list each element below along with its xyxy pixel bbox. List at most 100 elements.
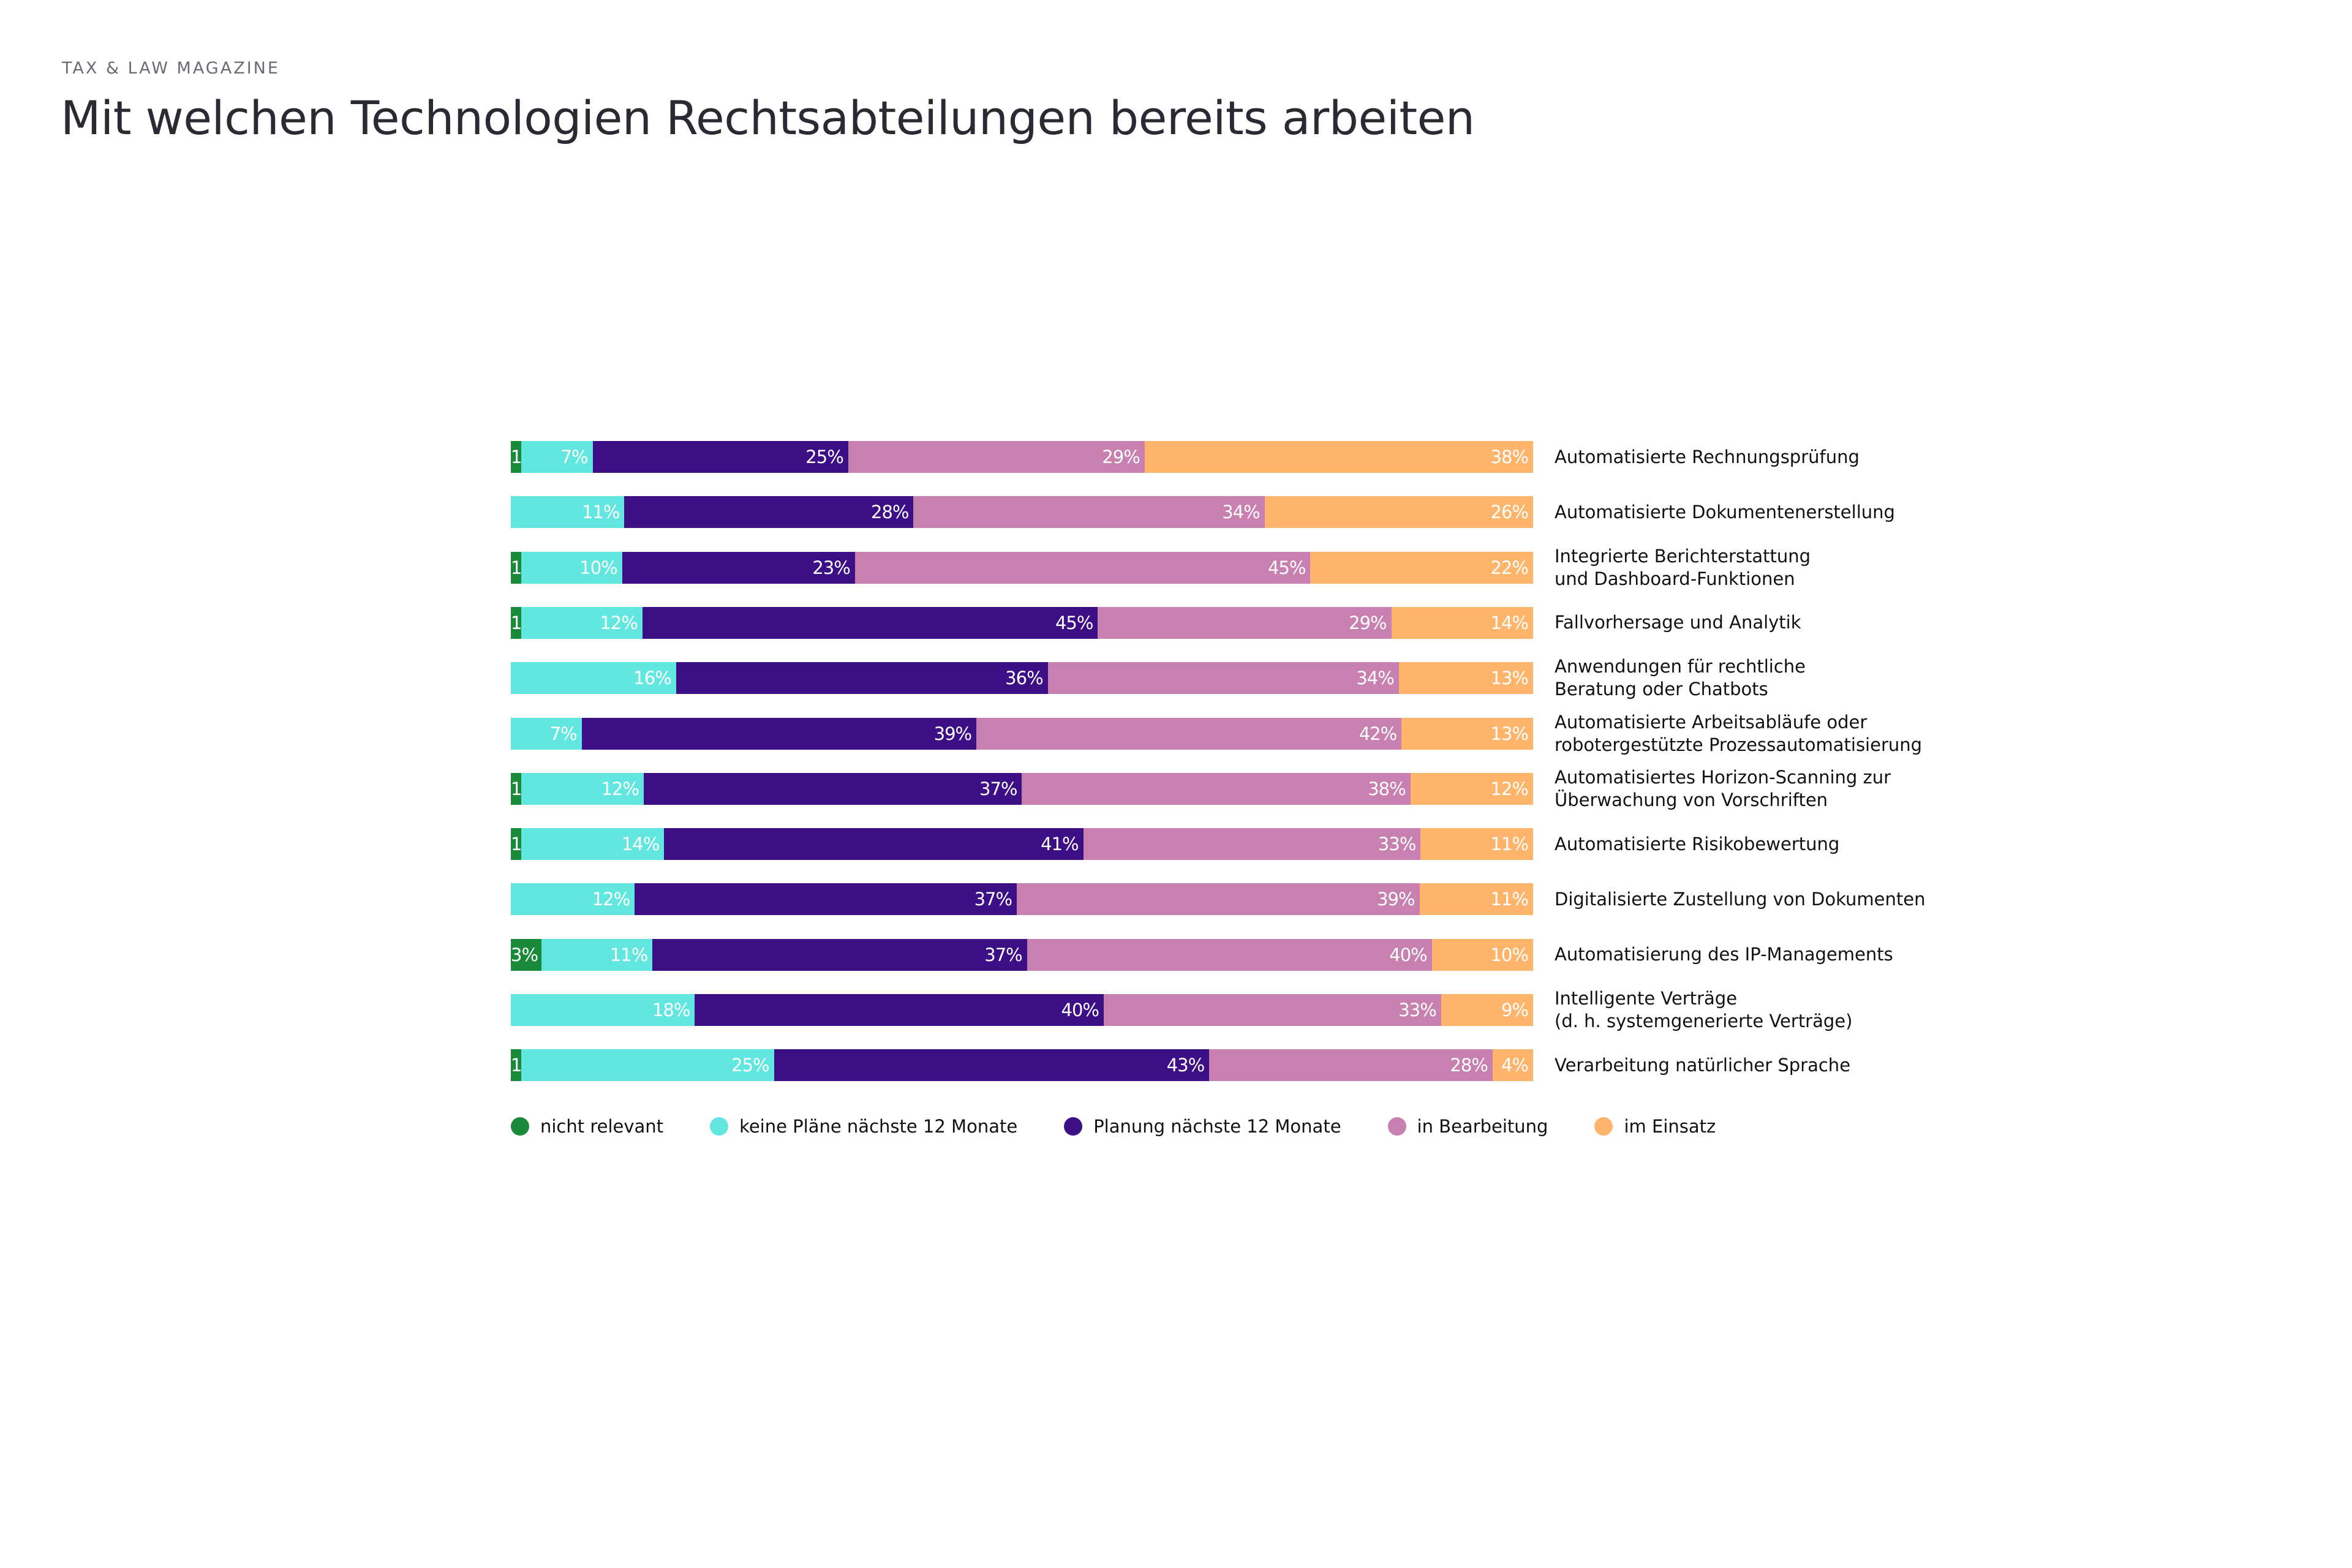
- bar-segment: 10%: [1431, 938, 1533, 971]
- bar-segment: 37%: [635, 883, 1017, 916]
- category-label: Automatisierte Arbeitsabläufe oder robot…: [1555, 711, 1923, 755]
- bar-segment: 28%: [624, 496, 914, 529]
- data-label: 34%: [1356, 668, 1394, 689]
- data-label: 29%: [1102, 447, 1140, 467]
- category-label: Automatisierte Risikobewertung: [1555, 833, 1840, 854]
- bar-segment: 42%: [976, 717, 1402, 750]
- bar-segment: 37%: [643, 772, 1022, 805]
- bar-segment: 33%: [1083, 828, 1421, 861]
- stacked-bar: 12% 37% 39% 11%: [511, 883, 1533, 916]
- legend-item: in Bearbeitung: [1387, 1116, 1548, 1137]
- data-label: 9%: [1501, 1000, 1529, 1020]
- data-label: 28%: [871, 502, 909, 523]
- bar-segment: 40%: [695, 994, 1104, 1026]
- data-label: 28%: [1450, 1055, 1488, 1076]
- data-label: 16%: [633, 668, 671, 689]
- bar-segment: 1%: [511, 828, 538, 861]
- legend-label: im Einsatz: [1624, 1116, 1716, 1137]
- bar-segment: 12%: [521, 606, 643, 639]
- data-label: 3%: [511, 944, 538, 965]
- legend-swatch: [710, 1117, 729, 1136]
- legend-label: Planung nächste 12 Monate: [1093, 1116, 1341, 1137]
- data-label: 45%: [1267, 557, 1306, 578]
- category-label: Automatisierung des IP-Managements: [1555, 944, 1893, 965]
- data-label: 37%: [979, 778, 1017, 799]
- bar-segment: 16%: [511, 662, 676, 695]
- data-label: 42%: [1359, 723, 1397, 744]
- category-label: Automatisierte Rechnungsprüfung: [1555, 446, 1860, 467]
- bar-segment: 13%: [1398, 662, 1533, 695]
- data-label: 25%: [805, 447, 843, 467]
- bar-segment: 37%: [652, 938, 1027, 971]
- category-label: Intelligente Verträge (d. h. systemgener…: [1555, 988, 1853, 1031]
- data-label: 40%: [1061, 1000, 1099, 1020]
- data-label: 38%: [1490, 447, 1529, 467]
- data-label: 12%: [601, 778, 639, 799]
- bar-segment: 39%: [581, 717, 977, 750]
- data-label: 34%: [1222, 502, 1260, 523]
- bar-segment: 38%: [1144, 441, 1533, 473]
- bar-segment: 11%: [1420, 828, 1533, 861]
- legend-item: keine Pläne nächste 12 Monate: [710, 1116, 1017, 1137]
- bar-segment: 34%: [913, 496, 1265, 529]
- bar-row: 16% 36% 34% 13% Anwendungen für rechtliche B…: [511, 656, 1920, 699]
- publication-kicker: TAX & LAW MAGAZINE: [62, 59, 280, 78]
- bar-row: 11% 28% 34% 26% Automatisierte Dokumenteners…: [511, 496, 1920, 529]
- bar-segment: 29%: [848, 441, 1145, 473]
- category-label: Automatisierte Dokumentenerstellung: [1555, 501, 1895, 522]
- data-label: 14%: [1490, 612, 1529, 633]
- data-label: 18%: [652, 1000, 690, 1020]
- legend-swatch: [1387, 1117, 1406, 1136]
- data-label: 43%: [1166, 1055, 1205, 1076]
- stacked-bar: 3% 11% 37% 40% 10%: [511, 938, 1533, 971]
- data-label: 22%: [1490, 557, 1528, 578]
- data-label: 33%: [1378, 834, 1416, 855]
- bar-segment: 11%: [541, 938, 653, 971]
- data-label: 11%: [1490, 889, 1529, 910]
- bar-segment: 25%: [521, 1049, 774, 1082]
- data-label: 4%: [1501, 1055, 1529, 1076]
- stacked-bar: 1% 14% 41% 33% 11%: [511, 828, 1533, 861]
- data-label: 10%: [579, 557, 617, 578]
- data-label: 13%: [1490, 668, 1529, 689]
- stacked-bar: 11% 28% 34% 26%: [511, 496, 1533, 529]
- bar-segment: 39%: [1017, 883, 1420, 916]
- bar-segment: 11%: [511, 496, 625, 529]
- data-label: 38%: [1368, 778, 1406, 799]
- data-label: 37%: [984, 944, 1022, 965]
- bar-segment: 4%: [1492, 1049, 1533, 1082]
- legend: nicht relevant keine Pläne nächste 12 Mon…: [511, 1116, 1762, 1137]
- stacked-bar: 1% 10% 23% 45% 22%: [511, 551, 1533, 584]
- bar-segment: 23%: [622, 551, 855, 584]
- bar-segment: 29%: [1098, 606, 1392, 639]
- chart-title: Mit welchen Technologien Rechtsabteilung…: [61, 91, 1475, 145]
- bar-row: 12% 37% 39% 11% Digitalisierte Zustellung vo…: [511, 883, 1925, 916]
- bar-segment: 45%: [854, 551, 1311, 584]
- data-label: 39%: [1377, 889, 1415, 910]
- stacked-bar: 18% 40% 33% 9%: [511, 994, 1533, 1026]
- data-label: 11%: [581, 502, 620, 523]
- bar-segment: 26%: [1264, 496, 1533, 529]
- data-label: 11%: [1490, 834, 1529, 855]
- bar-segment: 40%: [1027, 938, 1432, 971]
- bar-row: 1% 7% 25% 29% 38% Automatisierte Rechnungsprü…: [511, 441, 1920, 473]
- category-label: Anwendungen für rechtliche Beratung oder…: [1555, 656, 1806, 700]
- data-label: 11%: [609, 944, 648, 965]
- bar-segment: 12%: [521, 772, 644, 805]
- bar-segment: 14%: [521, 828, 665, 861]
- data-label: 12%: [592, 889, 630, 910]
- bar-segment: 1%: [511, 772, 538, 805]
- bar-row: 1% 12% 45% 29% 14% Fallvorhersage und Analyti…: [511, 606, 1920, 639]
- legend-swatch: [1064, 1117, 1083, 1136]
- data-label: 29%: [1349, 612, 1387, 633]
- stacked-bar: 1% 7% 25% 29% 38%: [511, 441, 1533, 473]
- data-label: 23%: [812, 557, 850, 578]
- stacked-bar: 1% 25% 43% 28% 4%: [511, 1049, 1533, 1082]
- stacked-bar: 7% 39% 42% 13%: [511, 717, 1533, 750]
- bar-segment: 10%: [521, 551, 622, 584]
- bar-segment: 25%: [592, 441, 848, 473]
- legend-item: im Einsatz: [1594, 1116, 1716, 1137]
- legend-swatch: [511, 1117, 529, 1136]
- legend-item: Planung nächste 12 Monate: [1064, 1116, 1341, 1137]
- legend-swatch: [1594, 1117, 1613, 1136]
